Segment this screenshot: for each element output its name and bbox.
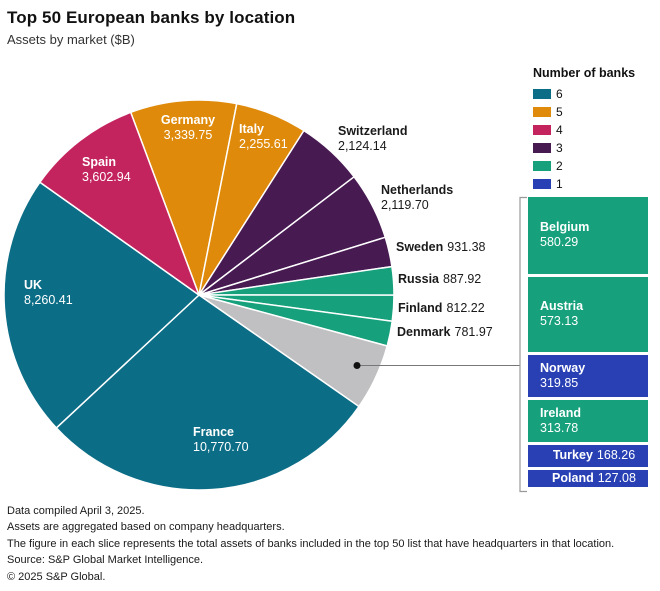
footnotes: Data compiled April 3, 2025. Assets are a… xyxy=(7,503,614,585)
pie-slice-uk xyxy=(3,181,200,429)
breakdown-value: 580.29 xyxy=(540,235,579,250)
pie-label-finland: Finland 812.22 xyxy=(398,301,485,316)
pie-label-italy: Italy 2,255.61 xyxy=(239,122,288,151)
other-breakdown-panel: Belgium 580.29 Austria 573.13 Norway 319.85 Ir… xyxy=(528,197,648,487)
pie-label-denmark: Denmark 781.97 xyxy=(397,325,493,340)
legend-item-label: 6 xyxy=(556,87,563,101)
pie-slice-germany xyxy=(129,99,238,296)
breakdown-block-turkey: Turkey 168.26 xyxy=(528,444,648,468)
legend-item-label: 5 xyxy=(556,105,563,119)
pie-label-value: 887.92 xyxy=(443,272,482,286)
pie-label-name: France xyxy=(193,425,234,439)
pie-label-name: Germany xyxy=(160,113,216,127)
pie-label-name: Switzerland xyxy=(338,124,408,138)
pie-label-netherlands: Netherlands 2,119.70 xyxy=(381,183,453,212)
legend-items: 6 5 4 3 2 1 xyxy=(533,87,635,191)
breakdown-name: Norway xyxy=(540,361,586,376)
pie-label-name: UK xyxy=(24,278,43,292)
footnote-line: Assets are aggregated based on company h… xyxy=(7,521,285,534)
breakdown-value: 313.78 xyxy=(540,421,579,436)
legend-item-5: 5 xyxy=(533,105,635,119)
pie-label-name: Russia xyxy=(398,272,439,286)
breakdown-name: Austria xyxy=(540,299,584,314)
breakdown-name: Ireland xyxy=(540,406,581,421)
pie-label-name: Spain xyxy=(82,155,117,169)
breakdown-block-norway: Norway 319.85 xyxy=(528,355,648,398)
breakdown-value: 127.08 xyxy=(597,470,636,485)
breakdown-block-ireland: Ireland 313.78 xyxy=(528,400,648,442)
pie-label-value: 3,339.75 xyxy=(163,127,213,142)
legend-item-6: 6 xyxy=(533,87,635,101)
footnote-line: © 2025 S&P Global. xyxy=(7,570,106,583)
pie-label-name: Finland xyxy=(398,301,443,315)
pie-label-value: 2,124.14 xyxy=(338,138,387,153)
legend-item-label: 1 xyxy=(556,177,563,191)
pie-label-value: 2,255.61 xyxy=(239,136,288,151)
pie-label-name: Netherlands xyxy=(381,183,454,197)
pie-label-value: 3,602.94 xyxy=(82,169,131,184)
breakdown-name: Poland xyxy=(552,470,594,485)
pie-label-name: Italy xyxy=(239,122,265,136)
breakdown-name: Belgium xyxy=(540,220,590,235)
breakdown-value: 573.13 xyxy=(540,314,579,329)
pie-label-germany: Germany 3,339.75 xyxy=(154,113,222,142)
breakdown-name: Turkey xyxy=(552,448,593,463)
pie-slice-france xyxy=(55,294,360,491)
chart-subtitle: Assets by market ($B) xyxy=(7,32,135,47)
page-title: Top 50 European banks by location xyxy=(7,8,296,27)
legend-item-4: 4 xyxy=(533,123,635,137)
pie-label-france: France 10,770.70 xyxy=(193,425,249,454)
breakdown-block-poland: Poland 127.08 xyxy=(528,470,648,487)
breakdown-block-belgium: Belgium 580.29 xyxy=(528,197,648,274)
footnote-line: The figure in each slice represents the … xyxy=(7,537,615,550)
breakdown-value: 319.85 xyxy=(540,376,579,391)
breakdown-block-austria: Austria 573.13 xyxy=(528,276,648,353)
legend-item-2: 2 xyxy=(533,159,635,173)
pie-label-value: 2,119.70 xyxy=(381,197,429,212)
pie-label-value: 931.38 xyxy=(447,240,486,254)
pie-label-value: 812.22 xyxy=(446,301,485,315)
breakdown-value: 168.26 xyxy=(596,448,636,463)
pie-label-value: 781.97 xyxy=(454,325,493,339)
legend-item-label: 2 xyxy=(556,159,563,173)
footnote-line: Source: S&P Global Market Intelligence. xyxy=(7,554,204,567)
legend-item-label: 3 xyxy=(556,141,563,155)
other-bracket xyxy=(519,196,527,493)
legend-item-1: 1 xyxy=(533,177,635,191)
legend-swatch xyxy=(533,161,551,171)
legend-swatch xyxy=(533,143,551,153)
pie-label-sweden: Sweden 931.38 xyxy=(396,240,485,255)
legend-item-3: 3 xyxy=(533,141,635,155)
legend-swatch xyxy=(533,179,551,189)
pie-label-spain: Spain 3,602.94 xyxy=(82,155,131,184)
footnote-line: Data compiled April 3, 2025. xyxy=(7,505,145,517)
legend-item-label: 4 xyxy=(556,123,563,137)
legend: Number of banks 6 5 4 3 2 1 xyxy=(533,66,635,197)
pie-label-name: Sweden xyxy=(396,240,444,254)
pie-label-switzerland: Switzerland 2,124.14 xyxy=(338,124,407,153)
pie-label-russia: Russia 887.92 xyxy=(398,272,481,287)
pie-label-name: Denmark xyxy=(397,325,451,339)
pie-label-uk: UK 8,260.41 xyxy=(24,278,73,307)
legend-title: Number of banks xyxy=(533,66,636,80)
legend-swatch xyxy=(533,107,551,117)
pie-label-value: 8,260.41 xyxy=(24,292,73,307)
pie-label-value: 10,770.70 xyxy=(193,439,249,454)
legend-swatch xyxy=(533,89,551,99)
other-connector-dot xyxy=(353,362,361,369)
pie-slice-spain xyxy=(39,111,200,296)
legend-swatch xyxy=(533,125,551,135)
